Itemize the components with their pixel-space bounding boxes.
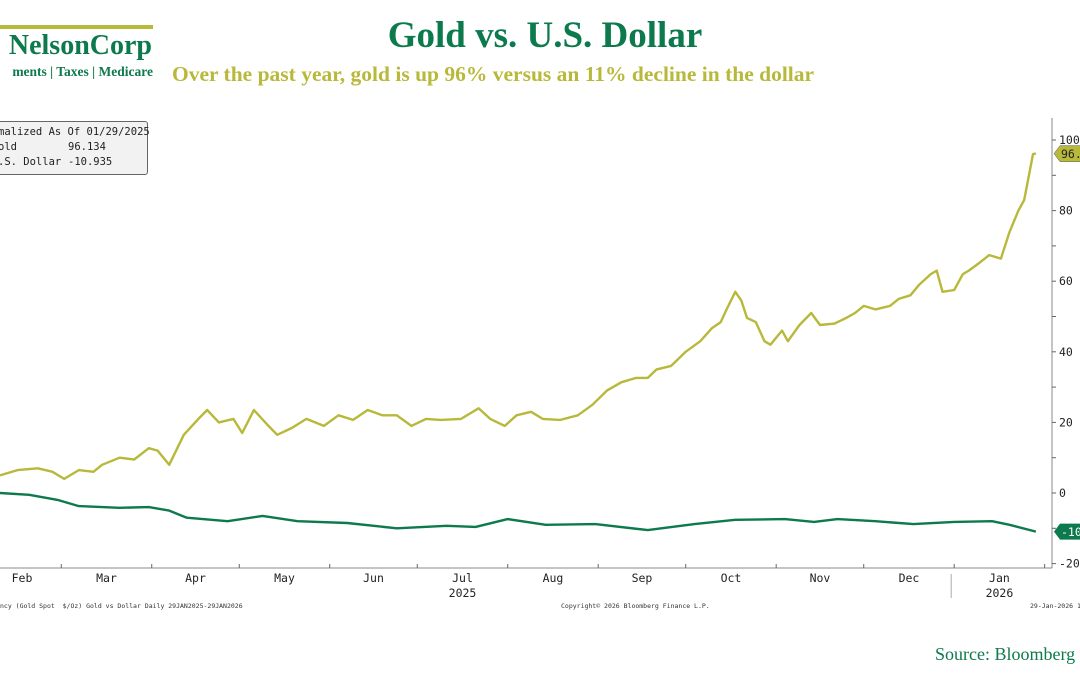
x-tick-label: Jul	[452, 571, 473, 585]
source-note: Source: Bloomberg	[935, 644, 1076, 664]
x-tick-label: Jan	[989, 571, 1010, 585]
logo-name: NelsonCorp	[8, 30, 152, 61]
footer-copyright: Copyright© 2026 Bloomberg Finance L.P.	[561, 602, 710, 610]
y-tick-label: -20	[1059, 557, 1080, 571]
legend-row-dollar: .S. Dollar -10.935	[0, 155, 147, 170]
x-tick-label: Oct	[721, 571, 742, 585]
series-line-dollar	[0, 491, 1037, 533]
y-tick-label: 40	[1059, 345, 1073, 359]
legend-value: 96.134	[68, 141, 106, 153]
x-tick-label: Sep	[632, 571, 653, 585]
y-tick-label: 80	[1059, 204, 1073, 218]
y-tick-label: 20	[1059, 415, 1073, 429]
y-tick-label: 0	[1059, 486, 1066, 500]
y-tick-label: 100	[1059, 133, 1080, 147]
legend-label: .S. Dollar	[0, 156, 62, 168]
legend-label: old	[0, 141, 17, 153]
footer-series-info: ncy (Gold Spot $/Oz) Gold vs Dollar Dail…	[0, 602, 243, 610]
x-year-label: 2026	[986, 586, 1014, 600]
logo-bar	[0, 25, 153, 29]
x-tick-label: Mar	[96, 571, 117, 585]
x-tick-label: Feb	[12, 571, 33, 585]
x-tick-label: Aug	[543, 571, 564, 585]
last-value-label: -10.935	[1061, 525, 1080, 539]
x-tick-label: Jun	[363, 571, 384, 585]
chart-title: Gold vs. U.S. Dollar	[387, 15, 703, 56]
last-value-tag	[1053, 145, 1080, 162]
legend-value: -10.935	[68, 156, 113, 168]
x-tick-label: Dec	[899, 571, 920, 585]
y-tick-label: 60	[1059, 274, 1073, 288]
x-year-label: 2025	[449, 586, 477, 600]
x-tick-label: Apr	[185, 571, 206, 585]
x-tick-label: Nov	[810, 571, 831, 585]
legend-row-gold: old 96.134	[0, 140, 147, 155]
series-line-gold	[0, 152, 1037, 481]
last-value-label: 96.134	[1061, 147, 1080, 161]
footer-date: 29-Jan-2026 1	[1030, 602, 1080, 610]
legend-box: malized As Of 01/29/2025 old 96.134 .S. D…	[0, 121, 150, 175]
last-value-tag	[1054, 523, 1080, 540]
x-tick-label: May	[274, 571, 295, 585]
logo-tagline: ments | Taxes | Medicare	[12, 64, 153, 79]
chart-subtitle: Over the past year, gold is up 96% versu…	[172, 62, 815, 86]
legend-heading: malized As Of 01/29/2025	[0, 126, 150, 138]
